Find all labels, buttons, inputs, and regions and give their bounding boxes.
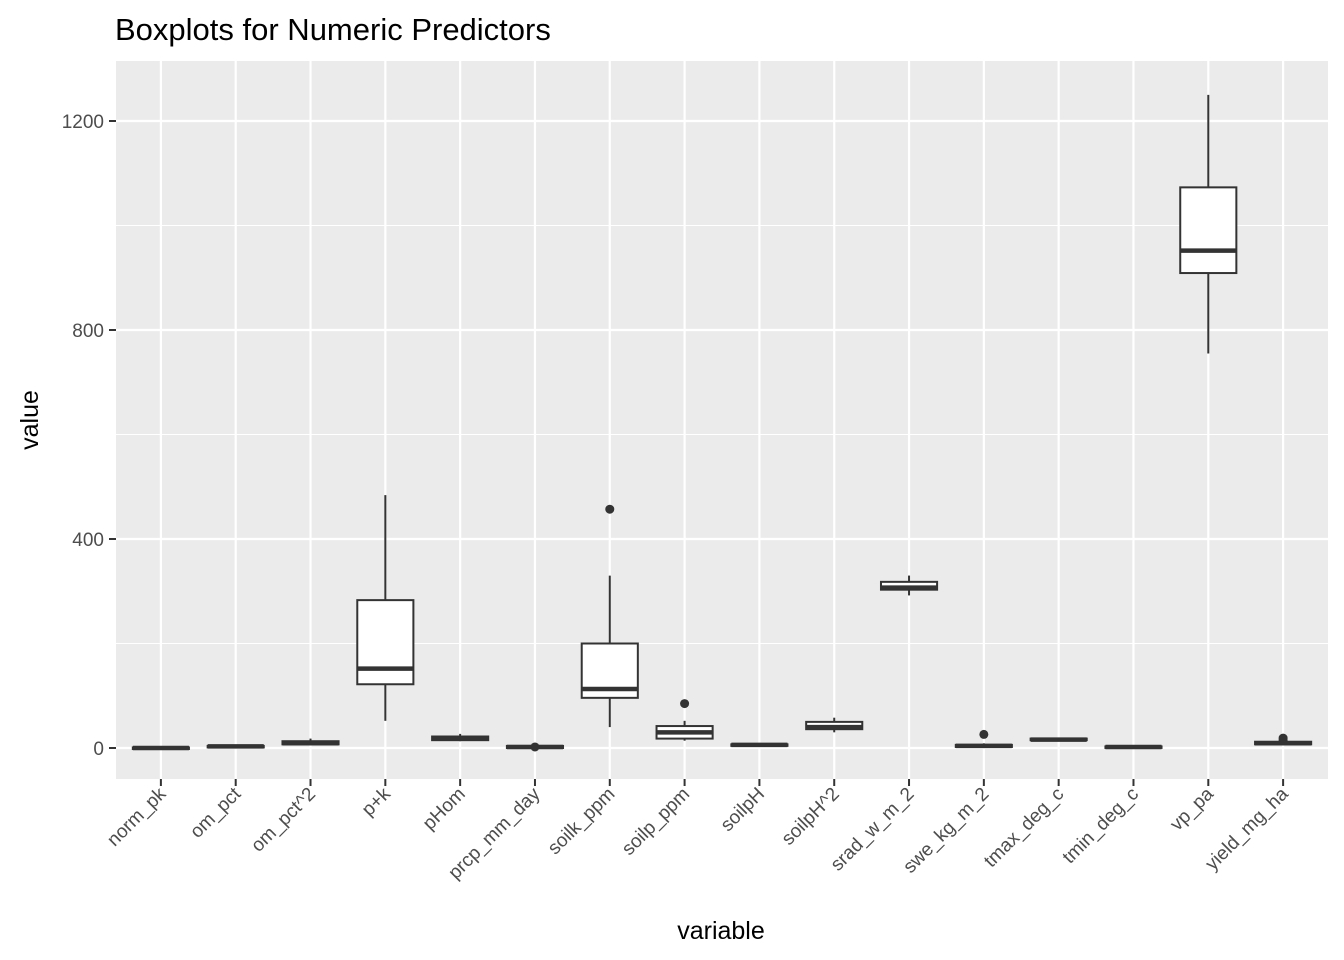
y-tick-label: 800 xyxy=(72,321,104,342)
box-p+k xyxy=(356,495,415,721)
box-vp_pa xyxy=(1179,94,1238,354)
x-tick-label: om_pct xyxy=(186,783,245,842)
x-axis-title: variable xyxy=(677,917,765,945)
y-tick-label: 400 xyxy=(72,530,104,551)
outlier-point xyxy=(979,729,989,739)
plot-panel xyxy=(116,61,1328,779)
box-norm_pk xyxy=(131,745,190,751)
box-soilp_ppm xyxy=(655,699,714,741)
x-tick-label: pHom xyxy=(419,784,470,835)
box-srad_w_m_2 xyxy=(879,575,939,596)
x-tick-label: vp_pa xyxy=(1166,783,1218,835)
box-swe_kg_m_2 xyxy=(954,729,1013,749)
box-tmax_deg_c xyxy=(1029,737,1088,742)
chart-title: Boxplots for Numeric Predictors xyxy=(115,12,551,47)
x-tick-label: soilpH xyxy=(717,784,769,836)
box-tmin_deg_c xyxy=(1104,744,1163,750)
x-tick-label: om_pct^2 xyxy=(247,784,320,857)
outlier-point xyxy=(680,699,690,709)
y-tick-label: 0 xyxy=(93,739,104,760)
box-soilpH xyxy=(730,742,789,748)
box-body xyxy=(356,599,415,686)
box-om_pct xyxy=(206,744,265,749)
x-tick-label: p+k xyxy=(358,783,395,820)
x-tick-label: soilpH^2 xyxy=(778,784,844,850)
box-marks xyxy=(131,94,1313,752)
y-axis-title: value xyxy=(16,390,44,450)
y-axis: 0 400 800 1200 xyxy=(62,112,116,760)
box-soilk_ppm xyxy=(580,504,639,728)
y-tick-label: 1200 xyxy=(62,112,104,133)
box-soilpH^2 xyxy=(805,717,864,733)
box-prcp_mm_day xyxy=(505,742,565,752)
x-tick-label: tmax_deg_c xyxy=(980,784,1068,872)
box-yield_mg_ha xyxy=(1254,733,1313,746)
outlier-point xyxy=(605,504,615,514)
box-om_pct^2 xyxy=(281,738,340,746)
outlier-point xyxy=(530,742,540,752)
box-pHom xyxy=(431,733,490,742)
outlier-point xyxy=(1278,733,1288,743)
x-tick-label: tmin_deg_c xyxy=(1059,784,1143,868)
x-tick-label: norm_pk xyxy=(103,783,170,850)
box-body xyxy=(1179,186,1238,275)
x-tick-label: soilk_ppm xyxy=(544,784,619,859)
x-tick-label: soilp_ppm xyxy=(618,784,694,860)
